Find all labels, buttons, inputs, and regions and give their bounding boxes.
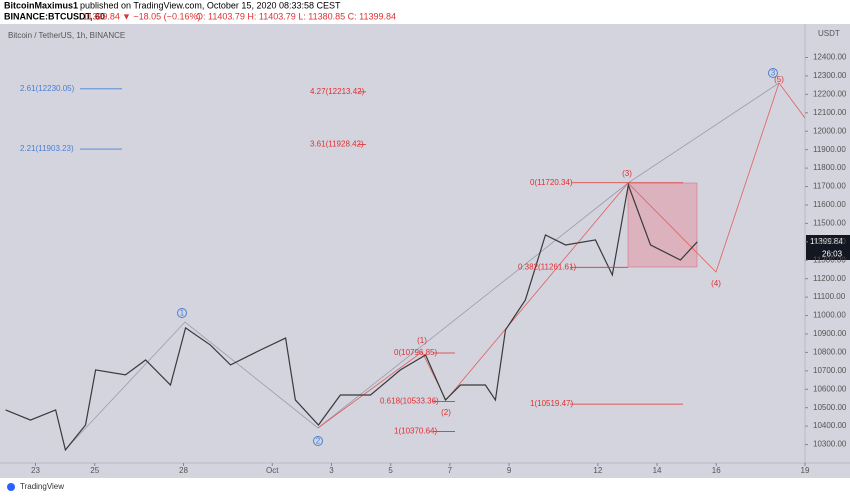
footer-bg: [0, 478, 850, 496]
wave-label: (1): [417, 336, 427, 345]
x-tick-label: 19: [801, 466, 810, 475]
y-tick-label: 11400.00: [813, 237, 846, 246]
y-tick-label: 11000.00: [813, 311, 846, 320]
x-tick-label: 3: [329, 466, 334, 475]
x-tick-label: 23: [31, 466, 40, 475]
fib-label: 0.382(11261.61): [518, 262, 576, 271]
y-tick-label: 11300.00: [813, 255, 846, 264]
wave-label: 3: [771, 69, 776, 78]
fib-label: 0(11720.34): [530, 178, 573, 187]
published: published on TradingView.com, October 15…: [80, 0, 341, 10]
y-tick-label: 10500.00: [813, 403, 847, 412]
y-tick-label: 10400.00: [813, 421, 847, 430]
y-tick-label: 12100.00: [813, 108, 847, 117]
y-tick-label: 10800.00: [813, 348, 847, 357]
y-tick-label: 11800.00: [813, 163, 846, 172]
last-price: 11399.84: [83, 11, 120, 21]
x-tick-label: 16: [712, 466, 721, 475]
footer-logo: [7, 483, 15, 491]
header-bg: [0, 0, 850, 24]
y-tick-label: 12400.00: [813, 53, 847, 62]
x-tick-label: 5: [388, 466, 393, 475]
fib-label: 2.21(11903.23): [20, 144, 74, 153]
fib-label: 2.61(12230.05): [20, 84, 75, 93]
y-tick-label: 12000.00: [813, 126, 847, 135]
price-tag-label: 11399.84: [810, 237, 843, 246]
y-tick-label: 10700.00: [813, 366, 847, 375]
wave-label: 1: [180, 309, 185, 318]
y-tick-label: 10600.00: [813, 384, 847, 393]
y-tick-label: 10900.00: [813, 329, 847, 338]
wave-label: (4): [711, 279, 721, 288]
fib-label: 0.618(10533.36): [380, 397, 439, 406]
x-tick-label: 25: [90, 466, 99, 475]
y-tick-label: 12300.00: [813, 71, 847, 80]
y-tick-label: 11100.00: [813, 292, 846, 301]
symbol: BINANCE:BTCUSDT, 60: [4, 11, 105, 21]
wave-circle: [768, 68, 778, 78]
x-tick-label: 9: [507, 466, 512, 475]
y-tick-label: 11700.00: [813, 182, 846, 191]
wave-label: 2: [316, 437, 321, 446]
y-tick-label: 11900.00: [813, 145, 846, 154]
fib-label: 3.61(11928.42): [310, 140, 364, 149]
x-tick-label: 7: [448, 466, 453, 475]
fib-label: 4.27(12213.42): [310, 87, 365, 96]
countdown: 26:03: [822, 250, 843, 259]
wave-circle: [177, 308, 187, 318]
x-tick-label: Oct: [266, 466, 279, 475]
footer-brand: TradingView: [20, 482, 64, 491]
price-tag: [806, 235, 850, 248]
wave-label: (3): [622, 169, 632, 178]
change: ▼ −18.05 (−0.16%): [122, 11, 200, 21]
y-tick-label: 11600.00: [813, 200, 846, 209]
fib-label: 0(10796.85): [394, 348, 437, 357]
price-line: [5, 182, 698, 452]
y-tick-label: 10300.00: [813, 440, 847, 449]
wave-label: (2): [441, 408, 451, 417]
fib-label: 1(10519.47): [530, 399, 573, 408]
author: BitcoinMaximus1: [4, 0, 78, 10]
y-tick-label: 11500.00: [813, 218, 846, 227]
currency: USDT: [818, 29, 840, 38]
range-box: [627, 182, 698, 268]
y-tick-label: 11200.00: [813, 274, 846, 283]
wave-label: (5): [774, 75, 784, 84]
countdown-tag: [806, 248, 850, 260]
ohlc: O: 11403.79 H: 11403.79 L: 11380.85 C: 1…: [196, 11, 396, 21]
x-tick-label: 14: [653, 466, 662, 475]
chart-bg: [0, 24, 850, 478]
fib-label: 1(10370.64): [394, 427, 437, 436]
x-tick-label: 12: [593, 466, 602, 475]
wave-circle: [313, 436, 323, 446]
x-tick-label: 28: [179, 466, 188, 475]
y-tick-label: 12200.00: [813, 89, 847, 98]
pane-label: Bitcoin / TetherUS, 1h, BINANCE: [8, 31, 125, 40]
